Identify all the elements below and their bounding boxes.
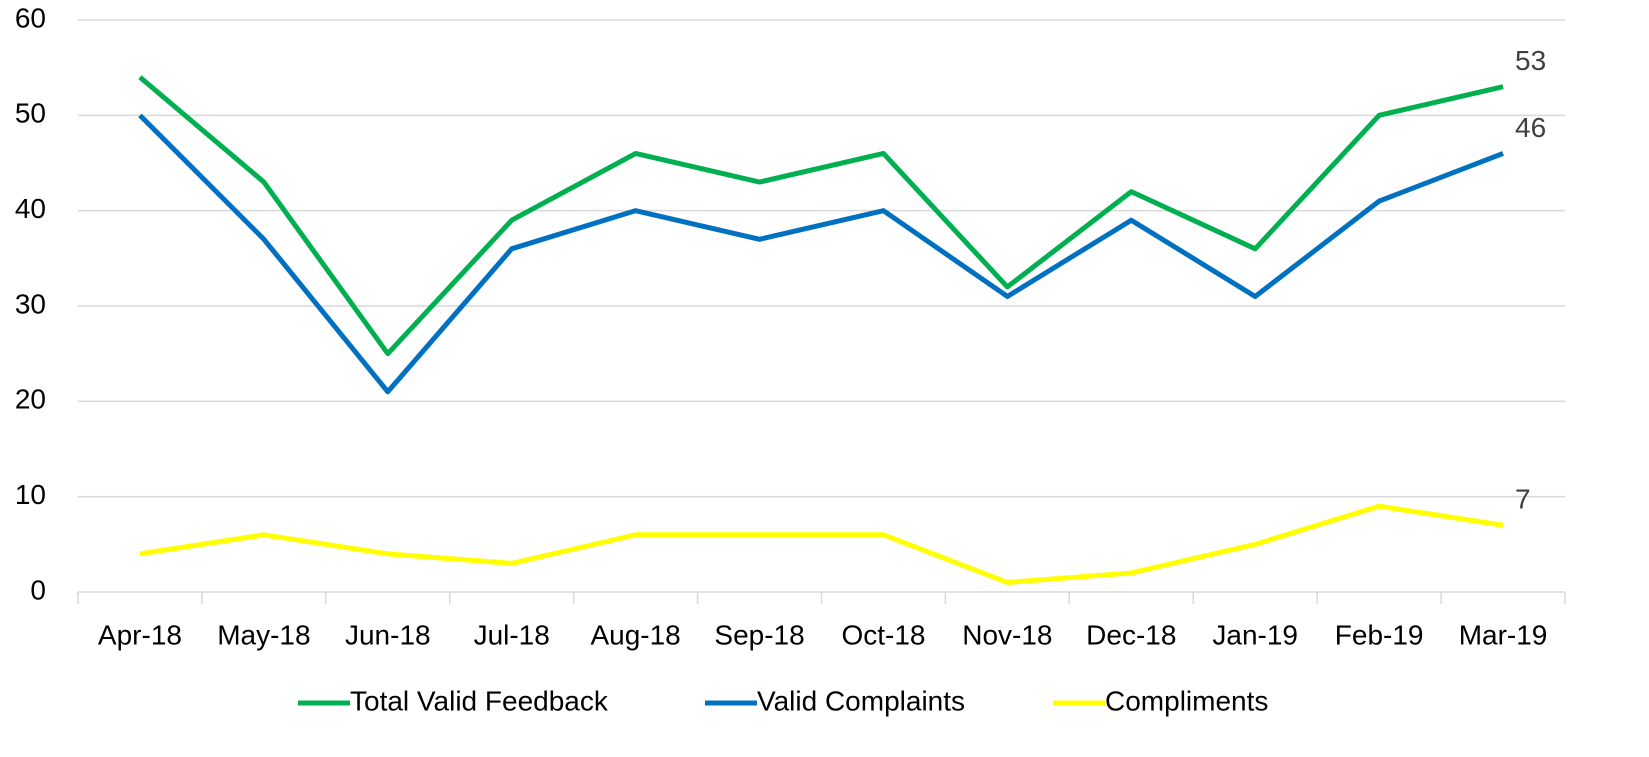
series-line	[139, 503, 1504, 585]
data-label: 7	[1515, 484, 1531, 515]
x-tick-label: Apr-18	[98, 619, 182, 650]
series-line	[138, 75, 1504, 357]
y-tick-label: 50	[15, 98, 46, 129]
x-tick-label: Sep-18	[714, 619, 804, 650]
legend-label: Total Valid Feedback	[350, 685, 609, 716]
x-tick-label: Jan-19	[1212, 619, 1298, 650]
x-tick-label: Feb-19	[1335, 619, 1424, 650]
x-tick-label: Mar-19	[1459, 619, 1548, 650]
x-tick-label: Aug-18	[590, 619, 680, 650]
y-tick-label: 60	[15, 2, 46, 33]
y-tick-label: 0	[30, 574, 46, 605]
y-tick-label: 10	[15, 479, 46, 510]
x-tick-label: Dec-18	[1086, 619, 1176, 650]
legend-label: Valid Complaints	[757, 685, 965, 716]
y-tick-label: 40	[15, 193, 46, 224]
y-tick-label: 30	[15, 288, 46, 319]
y-tick-label: 20	[15, 384, 46, 415]
x-tick-label: May-18	[217, 619, 310, 650]
legend-label: Compliments	[1105, 685, 1268, 716]
data-label: 53	[1515, 45, 1546, 76]
x-tick-label: Jul-18	[474, 619, 550, 650]
series-line	[138, 113, 1504, 395]
x-tick-label: Jun-18	[345, 619, 431, 650]
x-tick-label: Nov-18	[962, 619, 1052, 650]
data-label: 46	[1515, 112, 1546, 143]
x-tick-label: Oct-18	[841, 619, 925, 650]
